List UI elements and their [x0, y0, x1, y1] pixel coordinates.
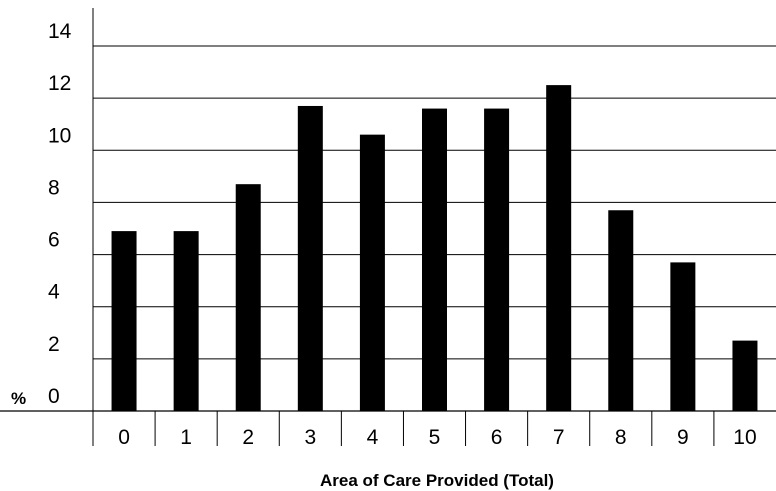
bar [670, 262, 696, 411]
y-tick-label: 8 [48, 176, 60, 199]
bars [111, 85, 758, 412]
y-tick-labels: 0 2 4 6 8 10 12 14 [48, 20, 72, 408]
x-tick-label: 10 [733, 426, 756, 449]
bar [359, 134, 385, 411]
bar [608, 210, 634, 411]
y-tick-label: 6 [48, 229, 60, 252]
bar [484, 108, 510, 412]
y-tick-label: 14 [48, 20, 72, 43]
bar [235, 184, 261, 411]
y-tick-label: 12 [48, 72, 71, 95]
y-tick-label: 10 [48, 124, 71, 147]
axes [0, 8, 776, 412]
y-tick-label: 2 [48, 333, 60, 356]
x-tick-label: 0 [118, 426, 130, 449]
bar [173, 231, 199, 411]
x-tick-label: 7 [553, 426, 565, 449]
x-tick-label: 9 [677, 426, 689, 449]
x-tick-labels: 0 1 2 3 4 5 6 7 8 9 10 [92, 411, 757, 449]
x-tick-label: 3 [304, 426, 316, 449]
y-tick-label: 0 [48, 385, 60, 408]
bar [422, 108, 447, 412]
y-axis-unit-label: % [11, 389, 26, 408]
x-tick-label: 5 [429, 426, 441, 449]
y-tick-label: 4 [48, 281, 60, 304]
bar [546, 85, 572, 411]
bar [111, 231, 137, 411]
x-tick-label: 1 [180, 426, 192, 449]
bar [297, 105, 323, 411]
x-tick-label: 4 [367, 426, 379, 449]
x-axis-title: Area of Care Provided (Total) [320, 471, 554, 490]
bar [732, 340, 758, 411]
x-tick-label: 6 [491, 426, 503, 449]
x-tick-label: 2 [242, 426, 254, 449]
x-tick-label: 8 [615, 426, 627, 449]
